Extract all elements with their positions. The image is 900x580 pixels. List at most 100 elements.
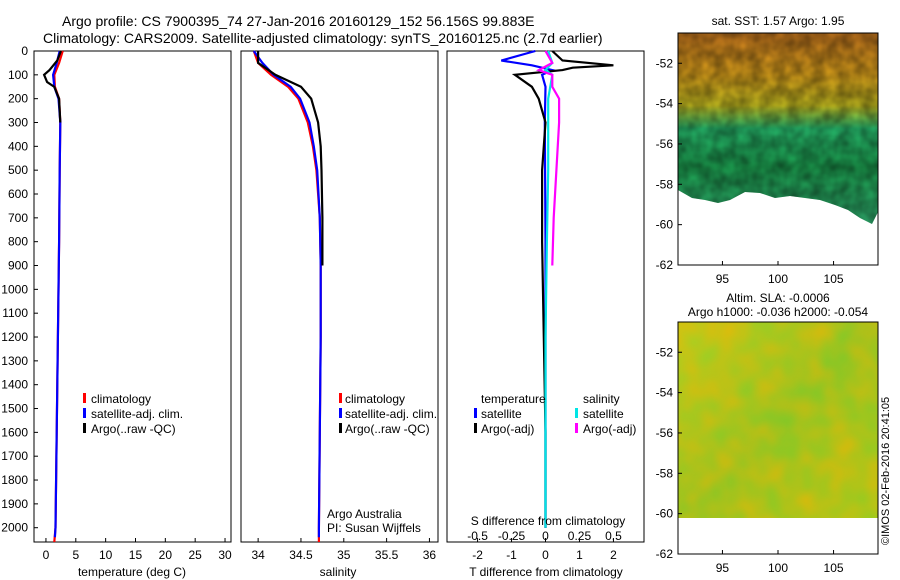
- sla_map-xtick-label: 105: [824, 561, 844, 575]
- differences-line-3: [535, 50, 561, 266]
- differences-x-ticks: -2 -1 0 1 2: [472, 538, 617, 562]
- legend-swatch-argo: [83, 423, 86, 433]
- differences-stick-label: 0.25: [568, 529, 592, 543]
- legend-label-satellite: satellite-adj. clim.: [91, 407, 183, 421]
- temperature-ytick-label: 1200: [1, 330, 28, 344]
- sst_map-ytick-label: -52: [656, 56, 674, 70]
- sst_map-xtick-label: 105: [824, 272, 844, 286]
- s-difference-label: S difference from climatology: [471, 514, 626, 528]
- pi-credit: PI: Susan Wijffels: [327, 521, 421, 535]
- temperature-ytick-label: 1300: [1, 354, 28, 368]
- temperature-xtick-label: 15: [129, 548, 143, 562]
- sst_map-ytick-label: -54: [656, 97, 674, 111]
- sst_map-ytick-label: -62: [656, 258, 674, 272]
- temperature-xtick-label: 25: [189, 548, 203, 562]
- sst_map-ytick-label: -56: [656, 137, 674, 151]
- differences-panel: -2 -1 0 1 2 -0.5 -0.25 0 0.25 0.5 S difference f…: [446, 49, 645, 579]
- temperature-xtick-label: 20: [159, 548, 173, 562]
- salinity-x-ticks: 34 34.5 35 35.5 36: [251, 538, 436, 562]
- legend-title-temperature: temperature: [481, 392, 546, 406]
- temperature-legend: climatology satellite-adj. clim. Argo(..…: [83, 392, 183, 436]
- temperature-series-lines: [42, 50, 64, 543]
- differences-stick-label: -0.25: [498, 529, 526, 543]
- legend-label-climatology: climatology: [345, 392, 405, 406]
- legend-swatch-s-argo: [575, 423, 578, 433]
- temperature-ytick-label: 800: [8, 235, 28, 249]
- header-line1: Argo profile: CS 7900395_74 27-Jan-2016 …: [62, 13, 535, 29]
- sst-map-y-ticks: -52 -54 -56 -58 -60 -62: [656, 56, 682, 272]
- temperature-ytick-label: 1100: [2, 306, 28, 320]
- temperature-x-ticks: 0 5 10 15 20 25 30: [43, 538, 232, 562]
- sst-map-panel: sat. SST: 1.57 Argo: 1.95 95 100 105 -52-5…: [656, 14, 879, 286]
- temperature-y-ticks: 0 100 200 300 400 500 600 700 800 900 1000 1100 1200…: [1, 44, 38, 535]
- temperature-ytick-label: 2000: [1, 521, 28, 535]
- sla_map-ytick-label: -62: [656, 547, 674, 561]
- temperature-ytick-label: 200: [8, 92, 28, 106]
- temperature-panel: 0 5 10 15 20 25 30 0 100 200 300 400 500 600 700 800 90…: [1, 44, 232, 579]
- legend-swatch-climatology: [83, 393, 86, 403]
- temperature-ytick-label: 1400: [1, 378, 28, 392]
- salinity-xtick-label: 35.5: [375, 548, 399, 562]
- temperature-xtick-label: 0: [43, 548, 50, 562]
- temperature-ytick-label: 400: [8, 139, 28, 153]
- differences-xtick-label: -2: [472, 548, 483, 562]
- sst-map-x-ticks: 95 100 105: [716, 261, 844, 286]
- legend-swatch-t-argo: [474, 423, 477, 433]
- differences-xtick-label: 1: [576, 548, 583, 562]
- t-difference-xlabel: T difference from climatology: [469, 565, 623, 579]
- sst_map-ytick-label: -58: [656, 177, 674, 191]
- temperature-ytick-label: 900: [8, 259, 28, 273]
- legend-label-t-argo: Argo(-adj): [481, 422, 534, 436]
- temperature-ytick-label: 100: [8, 68, 28, 82]
- legend-label-argo: Argo(..raw -QC): [345, 422, 430, 436]
- temperature-ytick-label: 1800: [1, 473, 28, 487]
- salinity-xtick-label: 34: [251, 548, 265, 562]
- sla_map-ytick-label: -58: [656, 466, 674, 480]
- sla_map-ytick-label: -52: [656, 345, 674, 359]
- temperature-ytick-label: 700: [8, 211, 28, 225]
- sla_map-xtick-label: 100: [768, 561, 788, 575]
- differences-xtick-label: 0: [542, 548, 549, 562]
- temperature-ytick-label: 1500: [1, 402, 28, 416]
- temperature-ytick-label: 1000: [1, 282, 28, 296]
- legend-label-argo: Argo(..raw -QC): [91, 422, 176, 436]
- sla_map-ytick-label: -54: [656, 386, 674, 400]
- temperature-axes-frame: [33, 50, 232, 543]
- salinity-series-lines: [252, 50, 324, 542]
- differences-series-lines: [501, 49, 614, 528]
- differences-stick-label: 0.5: [605, 529, 622, 543]
- differences-xtick-label: -1: [506, 548, 517, 562]
- salinity-line-1: [252, 50, 322, 538]
- sla-map-panel: Altim. SLA: -0.0006 Argo h1000: -0.036 h…: [656, 291, 879, 575]
- temperature-ytick-label: 300: [8, 116, 28, 130]
- temperature-ytick-label: 1900: [1, 497, 28, 511]
- sla_map-ytick-label: -60: [656, 507, 674, 521]
- legend-swatch-argo: [339, 423, 342, 433]
- salinity-xlabel: salinity: [320, 565, 357, 579]
- differences-legend: temperature satellite Argo(-adj) salinit…: [474, 392, 636, 436]
- sla_map-xtick-label: 95: [716, 561, 730, 575]
- sst_map-ytick-label: -60: [656, 218, 674, 232]
- legend-label-t-satellite: satellite: [481, 407, 522, 421]
- legend-swatch-t-satellite: [474, 408, 477, 418]
- differences-line-2: [543, 50, 554, 528]
- temperature-ytick-label: 0: [21, 44, 28, 58]
- temperature-ytick-label: 1700: [1, 449, 28, 463]
- legend-label-satellite: satellite-adj. clim.: [345, 407, 437, 421]
- differences-stick-label: -0.5: [467, 529, 488, 543]
- legend-swatch-s-satellite: [575, 408, 578, 418]
- differences-xtick-label: 2: [610, 548, 617, 562]
- differences-s-ticks: -0.5 -0.25 0 0.25 0.5: [467, 529, 622, 543]
- temperature-xtick-label: 5: [72, 548, 79, 562]
- temperature-xtick-label: 30: [218, 548, 232, 562]
- legend-label-climatology: climatology: [91, 392, 151, 406]
- sst_map-xtick-label: 100: [768, 272, 788, 286]
- temperature-line-2: [42, 50, 62, 123]
- salinity-line-2: [257, 51, 324, 266]
- legend-label-s-argo: Argo(-adj): [583, 422, 636, 436]
- salinity-xtick-label: 34.5: [289, 548, 313, 562]
- org-credit: Argo Australia: [327, 507, 402, 521]
- temperature-xlabel: temperature (deg C): [78, 565, 186, 579]
- legend-swatch-climatology: [339, 393, 342, 403]
